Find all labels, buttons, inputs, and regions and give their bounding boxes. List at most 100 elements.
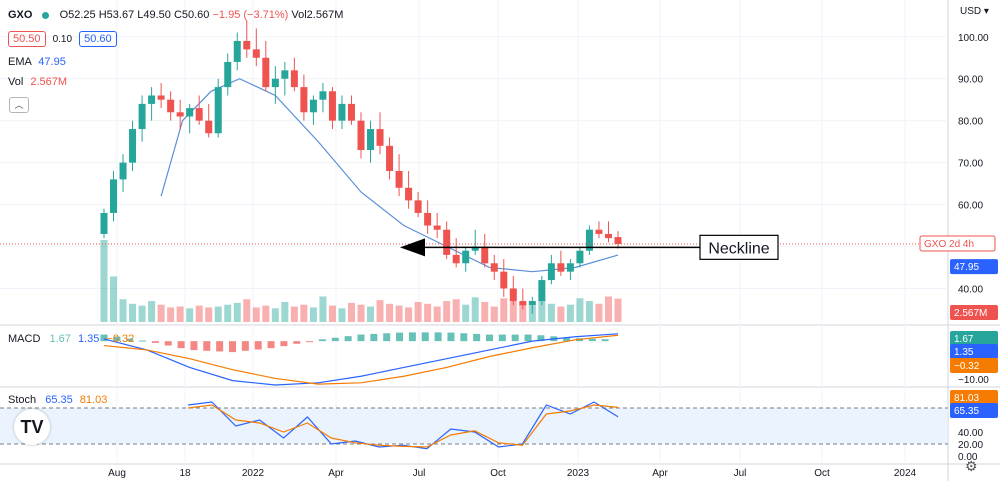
candle-body [443,229,451,255]
ema-label: EMA [8,56,32,68]
candle-body [376,129,384,146]
volume-bar [614,298,622,322]
volume-label: Vol [8,76,24,88]
candle-body [100,212,108,234]
candle-body [386,145,394,171]
candle-body [424,212,432,226]
stoch-k-line [187,401,619,450]
candle-body [129,129,137,163]
macd-histogram-bar [177,341,185,349]
currency-selector[interactable]: USD ▾ [960,6,989,17]
candle-body [566,263,574,272]
volume-bar [424,303,432,322]
macd-histogram-bar [164,341,172,346]
time-tick-label: Jul [413,468,426,479]
symbol-legend: GXO O52.25 H53.67 L49.50 C50.60 −1.95 (−… [8,9,343,21]
candle-body [433,225,441,230]
volume-price-tag-bg [950,305,998,320]
candle-body [462,250,470,264]
neckline-arrow [400,238,425,257]
gear-icon[interactable]: ⚙ [965,458,978,474]
candle-body [176,112,184,117]
macd-histogram-bar [511,334,519,342]
bid-ask-row: 50.50 0.10 50.60 [8,31,117,47]
price-tick-label: 60.00 [958,201,983,212]
candle-body [205,120,213,134]
volume-bar [119,299,127,322]
stoch-k-tag-bg [950,403,998,418]
candle-body [271,78,279,88]
symbol-name[interactable]: GXO [8,9,33,21]
macd-histogram-value: 1.67 [49,333,71,345]
macd-histogram-bar [563,337,571,342]
candle-body [214,87,222,134]
macd-histogram-bar [473,333,481,342]
macd-line-value: 1.35 [77,333,100,345]
time-tick-label: 2022 [242,468,265,479]
candle-body [195,108,203,121]
candle-body [528,301,536,306]
candle-body [319,91,327,100]
collapse-legend-button[interactable]: ︿ [9,97,29,113]
macd-line-tag-bg [950,344,998,359]
candle-body [576,250,584,264]
ema-price-tag: 47.95 [954,262,979,273]
volume-legend: Vol 2.567M [8,76,67,88]
stoch-label: Stoch [8,394,37,406]
price-tick-label: 40.00 [958,284,983,295]
volume-bar [195,305,203,322]
time-tick-label: 2024 [894,468,917,479]
candle-body [252,49,260,58]
macd-histogram-bar [229,341,236,353]
candle-body [262,57,270,88]
macd-signal-value: −0.32 [106,333,135,345]
macd-tick-label: −10.00 [958,375,989,386]
macd-signal-tag: −0.32 [954,361,980,372]
time-tick-label: Oct [814,468,830,479]
candle-body [138,103,146,130]
candle-body [119,162,127,180]
volume-bar [462,304,470,322]
candle-body [224,61,232,88]
macd-histogram-bar [396,332,404,342]
volume-bar [186,308,194,322]
macd-legend: MACD 1.67 1.35 −0.32 [8,333,134,345]
candle-body [186,108,194,117]
market-status-icon [41,11,49,19]
candle-body [357,120,365,151]
volume-bar [214,306,222,322]
volume-bar [566,304,574,322]
price-change: −1.95 (−3.71%) [212,9,289,21]
macd-label: MACD [8,333,41,345]
macd-line [103,333,619,386]
candle-body [395,171,403,188]
volume-bar [148,301,156,322]
volume-bar [585,301,593,322]
volume-bar [347,302,355,322]
macd-hist-tag: 1.67 [954,334,974,345]
macd-histogram-bar [254,341,262,350]
volume-bar [490,306,498,322]
volume-bar [262,305,270,322]
time-tick-label: 2023 [567,468,590,479]
symbol-price-tag-bg [919,235,996,252]
stoch-d-tag: 81.03 [954,393,979,404]
time-tick-label: Apr [328,468,344,479]
candle-body [110,179,118,213]
volume-bar [509,301,517,322]
volume-bar [281,301,289,322]
volume-bar [252,307,260,322]
price-tick-label: 80.00 [958,117,983,128]
candle-body [547,263,555,281]
macd-histogram-bar [601,339,609,342]
buy-button[interactable]: 50.60 [79,31,117,47]
price-tick-label: 100.00 [958,33,989,44]
sell-button[interactable]: 50.50 [8,31,46,47]
candle-body [500,271,508,289]
volume-bar [471,297,479,322]
macd-histogram-bar [486,334,493,342]
stoch-tick-label: 0.00 [958,452,978,463]
tradingview-logo[interactable]: TV [14,409,50,445]
ema-legend: EMA 47.95 [8,56,66,68]
